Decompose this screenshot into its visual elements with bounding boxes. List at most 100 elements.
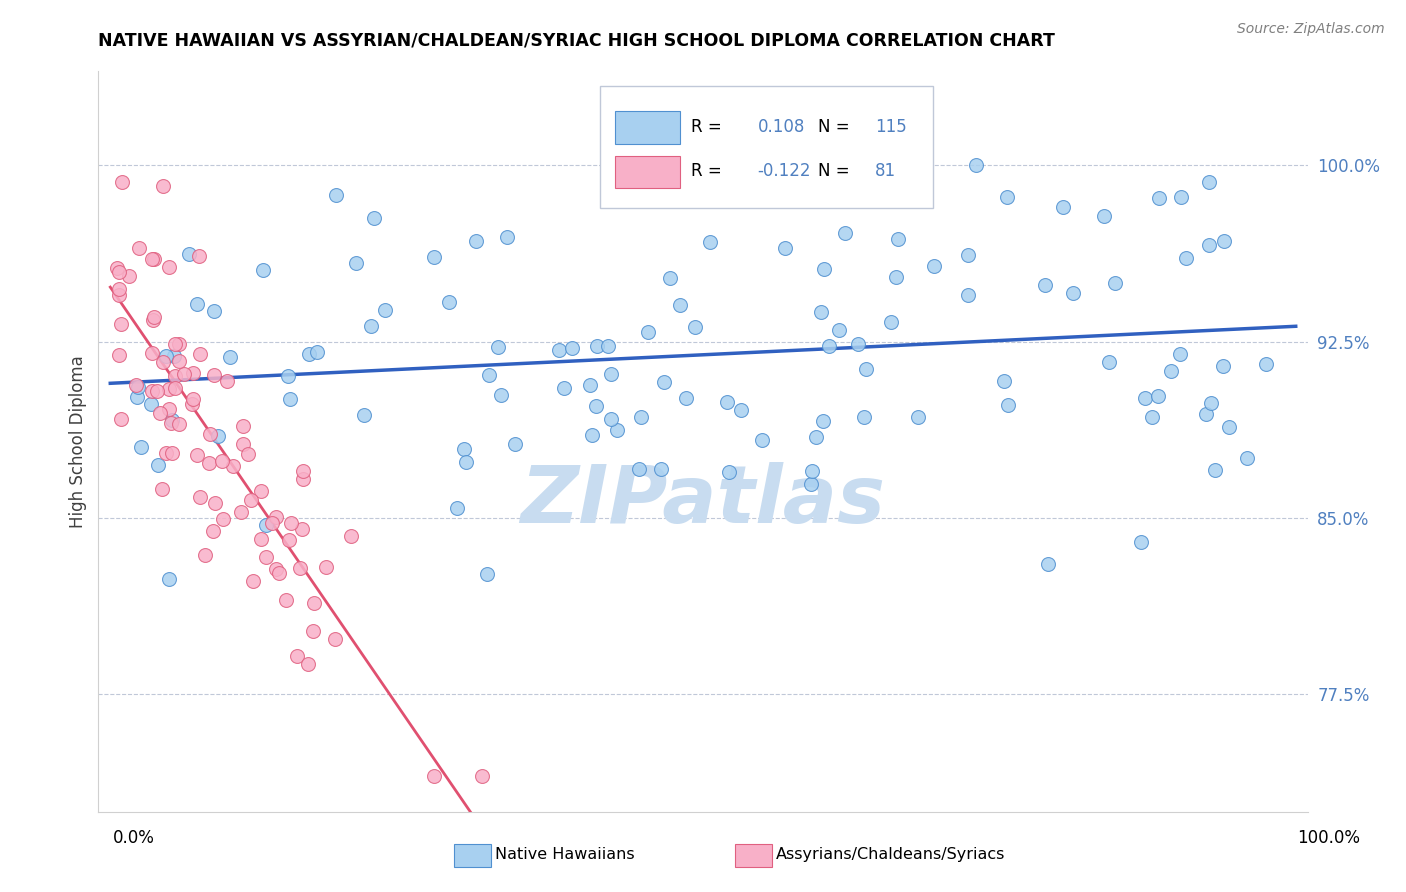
Point (360, 319, 382, 334)
Point (215, 374, 238, 388)
Text: 81: 81 (875, 162, 896, 180)
Point (1038, 558, 1060, 572)
Point (197, 457, 219, 471)
Point (683, 319, 706, 334)
Point (128, 241, 150, 255)
Point (1198, 237, 1220, 252)
Point (108, 282, 131, 296)
Point (118, 269, 141, 284)
Point (339, 529, 361, 543)
Point (125, 378, 148, 392)
Point (887, 232, 910, 246)
Point (149, 406, 172, 420)
Point (142, 313, 165, 327)
Point (159, 416, 181, 430)
Point (302, 596, 325, 610)
Point (129, 441, 152, 455)
Point (806, 430, 828, 444)
Point (157, 402, 180, 417)
Point (204, 496, 226, 510)
Text: -0.122: -0.122 (758, 162, 811, 180)
Point (886, 269, 908, 284)
Point (278, 392, 301, 406)
Point (730, 403, 752, 417)
Point (553, 381, 575, 395)
Point (995, 190, 1018, 204)
Point (475, 566, 498, 581)
Point (160, 446, 183, 460)
Point (212, 512, 235, 526)
Point (157, 260, 180, 275)
Point (254, 549, 277, 564)
Point (1198, 175, 1220, 189)
Point (305, 345, 328, 359)
Point (181, 367, 204, 381)
Point (813, 414, 835, 428)
Point (1052, 200, 1074, 214)
Point (855, 362, 877, 376)
Point (1170, 190, 1192, 204)
Point (152, 179, 174, 194)
Point (291, 465, 314, 479)
Point (453, 442, 475, 456)
Point (650, 462, 672, 476)
Point (146, 384, 169, 399)
Point (262, 516, 284, 531)
Point (165, 336, 187, 351)
FancyBboxPatch shape (614, 156, 681, 188)
Point (141, 252, 163, 266)
Point (159, 572, 181, 586)
Point (581, 428, 603, 442)
Point (167, 336, 190, 351)
Point (222, 458, 245, 473)
Point (652, 375, 675, 389)
Point (323, 632, 346, 647)
Point (718, 465, 741, 479)
Point (186, 296, 208, 310)
Text: Native Hawaiians: Native Hawaiians (495, 847, 634, 862)
Point (152, 355, 174, 369)
Text: ZIPatlas: ZIPatlas (520, 462, 886, 540)
Point (188, 347, 211, 361)
Point (1218, 420, 1240, 434)
Point (250, 483, 273, 498)
Point (165, 368, 187, 383)
Point (297, 657, 319, 671)
Point (181, 397, 204, 411)
Point (813, 262, 835, 277)
Point (628, 462, 651, 476)
Text: Source: ZipAtlas.com: Source: ZipAtlas.com (1237, 22, 1385, 37)
Point (1062, 285, 1084, 300)
Point (264, 562, 287, 576)
Point (495, 229, 517, 244)
Point (1212, 359, 1234, 373)
Point (363, 211, 385, 225)
Point (143, 252, 166, 266)
Point (374, 302, 396, 317)
Point (846, 336, 869, 351)
Point (486, 340, 509, 354)
Point (1174, 252, 1197, 266)
Point (183, 392, 205, 406)
Point (232, 437, 254, 451)
Point (478, 368, 501, 382)
Point (1033, 277, 1056, 292)
Point (637, 325, 659, 339)
Point (288, 561, 311, 575)
Point (834, 227, 856, 241)
Point (146, 458, 169, 472)
Point (956, 248, 979, 262)
Text: R =: R = (690, 118, 721, 136)
Point (107, 287, 129, 301)
Point (993, 374, 1015, 388)
Point (1212, 234, 1234, 248)
Point (274, 593, 297, 607)
Text: 0.108: 0.108 (758, 118, 804, 136)
Point (818, 339, 841, 353)
Point (188, 491, 211, 505)
Point (548, 343, 571, 358)
Point (198, 426, 221, 441)
Point (207, 429, 229, 443)
Point (344, 255, 367, 269)
Point (163, 349, 186, 363)
